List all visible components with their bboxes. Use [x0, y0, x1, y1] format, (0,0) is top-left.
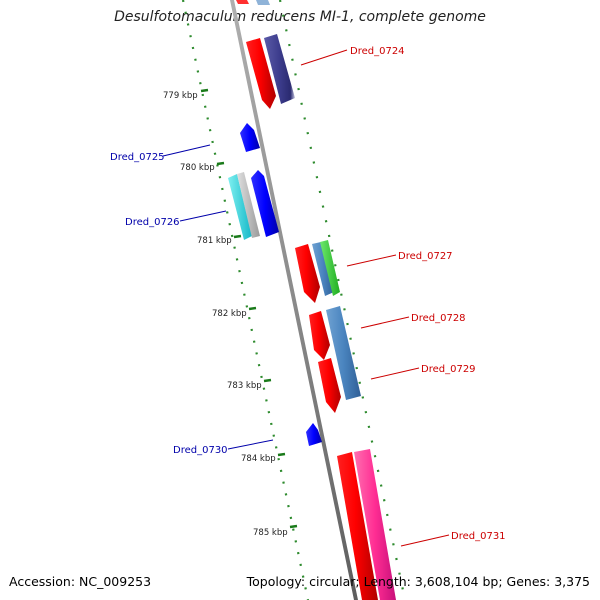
leader-dred-0726: [179, 210, 227, 222]
gene-dred-0727[interactable]: [295, 240, 340, 303]
gene-dred-0728[interactable]: [309, 311, 330, 360]
label-dred-0725[interactable]: Dred_0725: [110, 152, 165, 163]
accession-text: Accession: NC_009253: [9, 574, 152, 589]
tick-mark-780: [216, 161, 225, 166]
gene-label-leaders: [162, 49, 450, 547]
leader-dred-0724: [300, 49, 348, 66]
leader-dred-0728: [360, 316, 410, 329]
tick-label-782: 782 kbp: [212, 309, 247, 319]
map-title: Desulfotomaculum reducens MI-1, complete…: [114, 9, 486, 25]
cds-partial-top: [236, 0, 270, 5]
gene-dred-0730[interactable]: [306, 423, 322, 446]
label-dred-0728[interactable]: Dred_0728: [411, 313, 466, 324]
leader-dred-0730: [227, 439, 274, 450]
label-dred-0724[interactable]: Dred_0724: [350, 46, 405, 57]
tick-mark-783: [263, 378, 272, 383]
tick-label-780: 780 kbp: [180, 163, 215, 173]
gene-dred-0724[interactable]: [246, 34, 295, 109]
genome-backbone: [230, 0, 358, 600]
leader-dred-0729: [370, 367, 420, 380]
label-dred-0726[interactable]: Dred_0726: [125, 217, 180, 228]
label-dred-0730[interactable]: Dred_0730: [173, 445, 228, 456]
leader-dred-0725: [162, 144, 211, 157]
gene-dred-0728-adjacent: [326, 306, 361, 400]
tick-label-785: 785 kbp: [253, 528, 288, 538]
tick-label-784: 784 kbp: [241, 454, 276, 464]
tick-mark-779: [200, 88, 209, 93]
gene-dred-0729[interactable]: [318, 358, 341, 413]
gc-dotted-track: [181, 0, 407, 600]
tick-mark-785: [289, 524, 298, 529]
tick-label-779: 779 kbp: [163, 91, 198, 101]
label-dred-0729[interactable]: Dred_0729: [421, 364, 476, 375]
gene-dred-0725[interactable]: [240, 123, 260, 152]
label-dred-0727[interactable]: Dred_0727: [398, 251, 453, 262]
gene-dred-0731[interactable]: [337, 449, 396, 600]
tick-label-783: 783 kbp: [227, 381, 262, 391]
tick-mark-782: [248, 306, 257, 311]
tick-mark-781: [233, 234, 242, 239]
gene-labels: Dred_0724 Dred_0725 Dred_0726 Dred_0727 …: [110, 46, 506, 542]
kbp-ticks: 779 kbp 780 kbp 781 kbp 782 kbp 783 kbp …: [163, 88, 298, 538]
gene-dred-0726[interactable]: [228, 170, 279, 240]
tick-label-781: 781 kbp: [197, 236, 232, 246]
leader-dred-0731: [400, 534, 450, 547]
label-dred-0731[interactable]: Dred_0731: [451, 531, 506, 542]
tick-mark-784: [277, 452, 286, 457]
leader-dred-0727: [346, 254, 397, 267]
genome-summary-text: Topology: circular; Length: 3,608,104 bp…: [246, 574, 590, 589]
